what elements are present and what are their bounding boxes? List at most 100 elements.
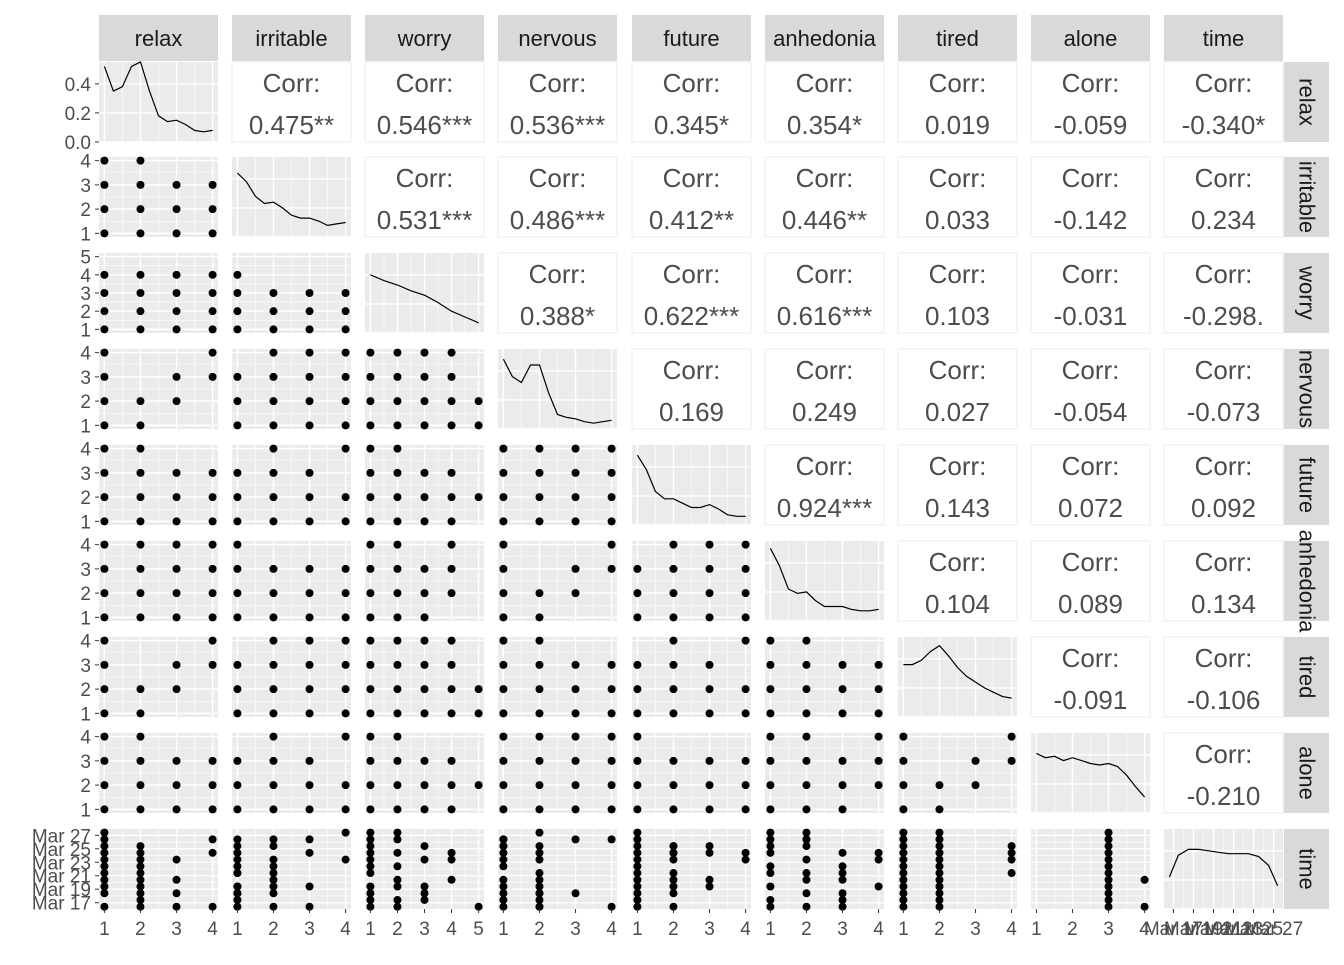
corr-panel bbox=[897, 252, 1018, 334]
data-point bbox=[233, 517, 242, 526]
strip-right-tired bbox=[1284, 637, 1329, 717]
data-point bbox=[571, 589, 580, 598]
data-point bbox=[269, 732, 278, 741]
data-point bbox=[100, 589, 109, 598]
data-point bbox=[233, 869, 242, 878]
data-point bbox=[571, 564, 580, 573]
axis-label-y: 4 bbox=[80, 152, 91, 173]
data-point bbox=[499, 781, 508, 790]
corr-value: -0.059 bbox=[1054, 110, 1128, 140]
data-point bbox=[341, 564, 350, 573]
data-point bbox=[571, 835, 580, 844]
data-point bbox=[136, 889, 145, 898]
data-point bbox=[535, 636, 544, 645]
data-point bbox=[499, 468, 508, 477]
axis-label-y: 4 bbox=[80, 440, 91, 461]
data-point bbox=[1104, 869, 1113, 878]
corr-value: -0.340* bbox=[1182, 110, 1266, 140]
data-point bbox=[208, 636, 217, 645]
data-point bbox=[233, 835, 242, 844]
data-point bbox=[766, 882, 775, 891]
data-point bbox=[269, 636, 278, 645]
data-point bbox=[535, 444, 544, 453]
density-curve-nervous bbox=[502, 358, 612, 424]
data-point bbox=[535, 493, 544, 502]
data-point bbox=[341, 444, 350, 453]
data-point bbox=[393, 493, 402, 502]
data-point bbox=[233, 709, 242, 718]
data-point bbox=[269, 372, 278, 381]
data-point bbox=[366, 855, 375, 864]
data-point bbox=[669, 805, 678, 814]
strip-right-label-time: time bbox=[1295, 848, 1320, 890]
data-point bbox=[393, 756, 402, 765]
data-point bbox=[633, 855, 642, 864]
data-point bbox=[136, 805, 145, 814]
data-point bbox=[420, 468, 429, 477]
axis-label-x: 3 bbox=[970, 919, 981, 940]
corr-value: 0.616*** bbox=[777, 301, 872, 331]
data-point bbox=[535, 828, 544, 837]
data-point bbox=[420, 397, 429, 406]
corr-value: 0.354* bbox=[787, 110, 862, 140]
data-point bbox=[136, 756, 145, 765]
corr-label: Corr: bbox=[929, 547, 987, 577]
data-point bbox=[366, 848, 375, 857]
data-point bbox=[136, 270, 145, 279]
data-point bbox=[935, 781, 944, 790]
corr-label: Corr: bbox=[1062, 68, 1120, 98]
corr-label: Corr: bbox=[929, 68, 987, 98]
data-point bbox=[705, 564, 714, 573]
data-point bbox=[802, 685, 811, 694]
data-point bbox=[208, 848, 217, 857]
data-point bbox=[393, 732, 402, 741]
data-point bbox=[393, 517, 402, 526]
data-point bbox=[535, 895, 544, 904]
axis-label-y: 3 bbox=[80, 464, 91, 485]
corr-panel bbox=[1163, 540, 1284, 622]
data-point bbox=[571, 493, 580, 502]
data-point bbox=[233, 564, 242, 573]
data-point bbox=[269, 660, 278, 669]
axis-label-x: 1 bbox=[232, 919, 243, 940]
data-point bbox=[100, 493, 109, 502]
data-point bbox=[571, 444, 580, 453]
data-point bbox=[100, 828, 109, 837]
data-point bbox=[633, 848, 642, 857]
data-point bbox=[741, 540, 750, 549]
axis-label-y: 3 bbox=[80, 368, 91, 389]
data-point bbox=[305, 660, 314, 669]
data-point bbox=[366, 444, 375, 453]
strip-right-time bbox=[1284, 829, 1329, 909]
corr-label: Corr: bbox=[529, 68, 587, 98]
data-point bbox=[366, 862, 375, 871]
corr-value: -0.031 bbox=[1054, 301, 1128, 331]
data-point bbox=[802, 756, 811, 765]
data-point bbox=[136, 444, 145, 453]
data-point bbox=[208, 660, 217, 669]
data-point bbox=[1104, 855, 1113, 864]
data-point bbox=[535, 889, 544, 898]
density-curve-tired bbox=[903, 644, 1012, 699]
data-point bbox=[269, 325, 278, 334]
data-point bbox=[136, 180, 145, 189]
corr-label: Corr: bbox=[663, 68, 721, 98]
data-point bbox=[420, 685, 429, 694]
data-point bbox=[802, 842, 811, 851]
data-point bbox=[100, 685, 109, 694]
data-point bbox=[208, 613, 217, 622]
data-point bbox=[136, 397, 145, 406]
data-point bbox=[305, 848, 314, 857]
data-point bbox=[899, 835, 908, 844]
data-point bbox=[305, 805, 314, 814]
data-point bbox=[535, 732, 544, 741]
data-point bbox=[935, 835, 944, 844]
data-point bbox=[366, 895, 375, 904]
data-point bbox=[607, 732, 616, 741]
axis-label-y: 0.4 bbox=[65, 75, 92, 96]
data-point bbox=[208, 805, 217, 814]
data-point bbox=[1104, 862, 1113, 871]
data-point bbox=[535, 685, 544, 694]
data-point bbox=[741, 564, 750, 573]
data-point bbox=[420, 709, 429, 718]
